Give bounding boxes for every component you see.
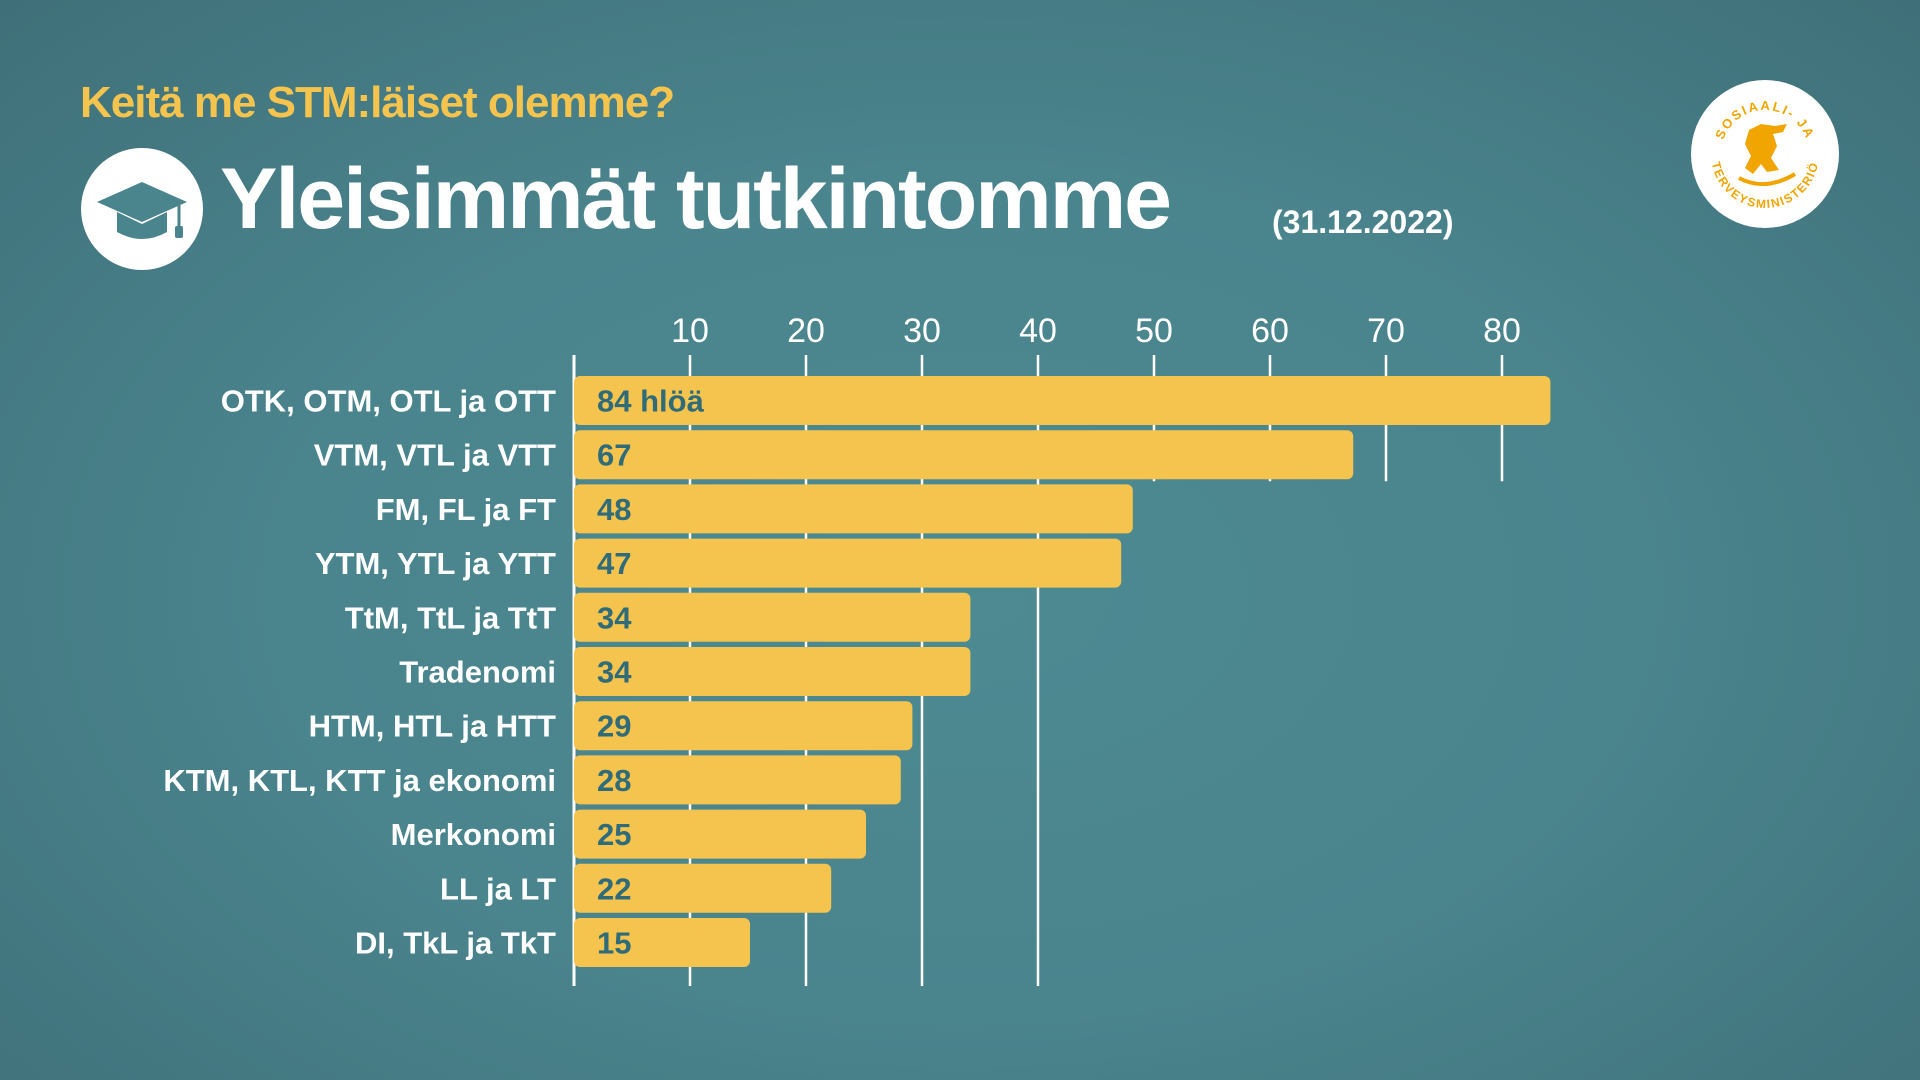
bar <box>574 376 1551 425</box>
x-tick-label: 30 <box>903 312 941 350</box>
bar-value-label: 15 <box>597 926 631 961</box>
x-tick-label: 70 <box>1367 312 1405 350</box>
bar <box>574 809 866 859</box>
bar-value-label: 84 hlöä <box>597 384 705 419</box>
category-label: LL ja LT <box>440 871 556 906</box>
x-tick-label: 50 <box>1135 312 1173 350</box>
bar-value-label: 25 <box>597 817 631 852</box>
bar-value-label: 22 <box>597 871 631 906</box>
category-label: HTM, HTL ja HTT <box>309 709 556 744</box>
bar <box>574 863 832 913</box>
bar <box>574 755 901 805</box>
graduation-cap-icon <box>81 148 203 270</box>
x-tick-label: 20 <box>787 312 825 350</box>
category-label: Tradenomi <box>399 655 556 690</box>
x-tick-label: 80 <box>1483 312 1521 350</box>
bar <box>574 484 1133 534</box>
date-label: (31.12.2022) <box>1272 204 1454 240</box>
bar-value-label: 29 <box>597 709 631 744</box>
category-label: OTK, OTM, OTL ja OTT <box>221 384 556 419</box>
ministry-logo: SOSIAALI- JA TERVEYSMINISTERIÖ <box>1691 80 1839 228</box>
bar-value-label: 48 <box>597 492 631 527</box>
bar-value-label: 28 <box>597 763 631 798</box>
bar-value-label: 34 <box>597 600 632 635</box>
bar <box>574 918 750 967</box>
bar <box>574 647 971 696</box>
category-label: TtM, TtL ja TtT <box>345 600 556 635</box>
bar <box>574 538 1122 588</box>
bar-value-label: 47 <box>597 546 631 581</box>
bar-value-label: 67 <box>597 438 631 473</box>
bar <box>574 430 1354 480</box>
page-title: Yleisimmät tutkintomme <box>220 151 1172 247</box>
category-label: Merkonomi <box>391 817 556 852</box>
bar <box>574 592 971 642</box>
category-label: DI, TkL ja TkT <box>355 926 556 961</box>
category-label: FM, FL ja FT <box>376 492 556 527</box>
x-tick-label: 40 <box>1019 312 1057 350</box>
category-label: VTM, VTL ja VTT <box>314 438 556 473</box>
bar <box>574 701 913 751</box>
x-tick-label: 60 <box>1251 312 1289 350</box>
subtitle: Keitä me STM:läiset olemme? <box>80 78 675 127</box>
bar-value-label: 34 <box>597 655 632 690</box>
x-tick-label: 10 <box>671 312 709 350</box>
category-label: KTM, KTL, KTT ja ekonomi <box>163 763 556 798</box>
category-label: YTM, YTL ja YTT <box>315 546 556 581</box>
